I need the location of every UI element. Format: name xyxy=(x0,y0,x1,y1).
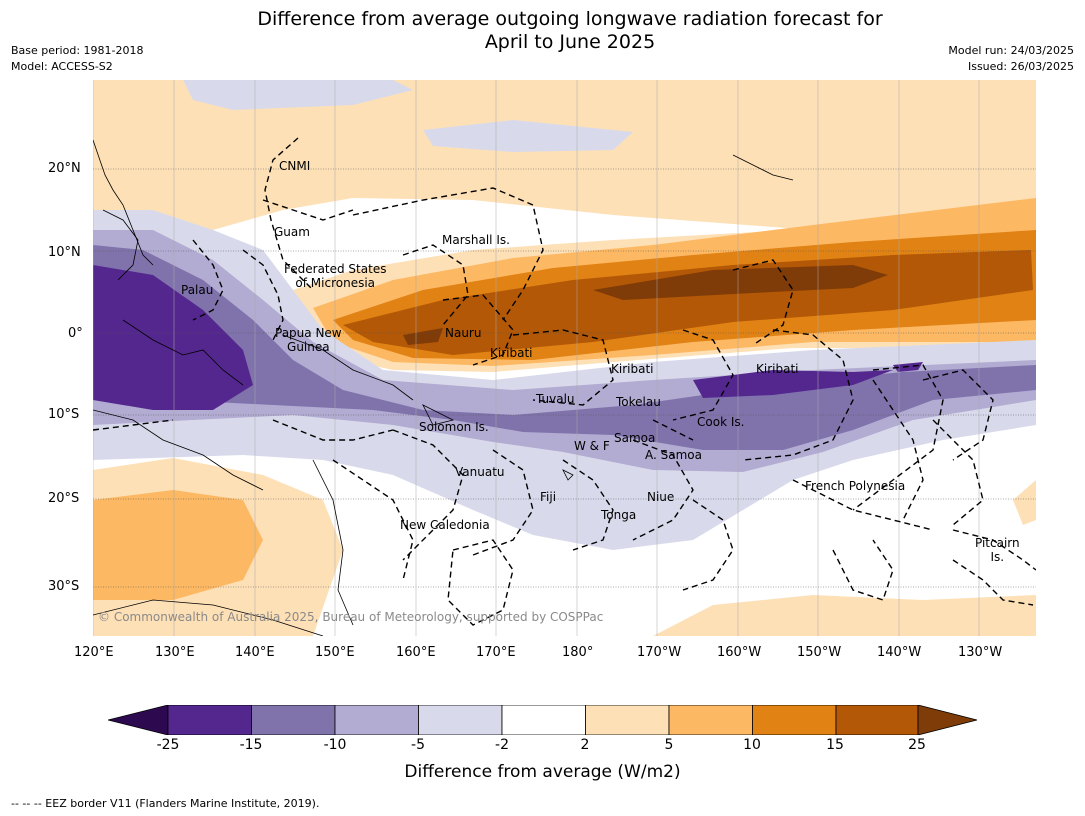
band-neg10-15 xyxy=(93,245,1036,450)
colorbar-tick-9: 15 xyxy=(826,737,844,753)
x-tick-150e: 150°E xyxy=(315,645,355,660)
x-tick-180: 180° xyxy=(562,645,594,660)
band-neg15-25-east xyxy=(693,370,893,398)
y-tick-20s: 20°S xyxy=(48,491,80,506)
label-solomon: Solomon Is. xyxy=(419,420,489,434)
colorbar-tick-7: 5 xyxy=(664,737,674,753)
eez-borders xyxy=(93,137,1036,626)
model-name: Model: ACCESS-S2 xyxy=(11,60,113,73)
colorbar-tick-8: 10 xyxy=(743,737,761,753)
colorbar-tick-3: -10 xyxy=(323,737,347,753)
colorbar-extend-high xyxy=(917,705,978,735)
y-tick-30s: 30°S xyxy=(48,579,80,594)
colorbar-bin-1 xyxy=(167,705,252,735)
label-fsm-2: of Micronesia xyxy=(295,276,376,290)
band-neg15-25 xyxy=(93,265,253,410)
x-tick-130e: 130°E xyxy=(155,645,195,660)
colorbar-bin-7 xyxy=(668,705,753,735)
label-cnmi: CNMI xyxy=(279,159,311,173)
colorbar-bin-9 xyxy=(835,705,919,735)
band-neg2-5-north-blob-1 xyxy=(183,80,413,110)
x-tick-140w: 140°W xyxy=(877,645,922,660)
map-panel xyxy=(93,80,1036,636)
map-title: Difference from average outgoing longwav… xyxy=(0,8,1085,54)
colorbar-bin-6 xyxy=(585,705,670,735)
colorbar-bin-8 xyxy=(752,705,837,735)
x-tick-150w: 150°W xyxy=(797,645,842,660)
coastlines xyxy=(93,139,794,636)
model-run: Model run: 24/03/2025 xyxy=(948,44,1074,57)
label-png-1: Papua New xyxy=(275,326,342,340)
label-png-2: Guinea xyxy=(287,340,330,354)
band-neg2-5 xyxy=(93,210,1036,550)
colorbar-tick-6: 2 xyxy=(580,737,590,753)
label-palau: Palau xyxy=(181,283,214,297)
colorbar-tick-4: -5 xyxy=(411,737,425,753)
x-tick-170w: 170°W xyxy=(637,645,682,660)
label-marshall: Marshall Is. xyxy=(442,233,510,247)
label-png: Papua New Guinea xyxy=(275,326,342,354)
colorbar-tick-1: -25 xyxy=(156,737,180,753)
label-tuvalu: Tuvalu xyxy=(536,392,575,406)
colorbar-tick-2: -15 xyxy=(239,737,263,753)
x-tick-120e: 120°E xyxy=(74,645,114,660)
band-neg2-5-north-blob-2 xyxy=(423,120,633,152)
y-tick-0: 0° xyxy=(68,326,83,341)
x-tick-130w: 130°W xyxy=(958,645,1003,660)
colorbar-bin-2 xyxy=(251,705,336,735)
y-tick-20n: 20°N xyxy=(48,161,81,176)
label-nauru: Nauru xyxy=(445,326,482,340)
meta-right: Model run: 24/03/2025 Issued: 26/03/2025 xyxy=(948,43,1074,75)
colorbar-tick-10: 25 xyxy=(908,737,926,753)
colorbar-extend-low xyxy=(108,705,169,735)
gridlines xyxy=(93,168,1036,588)
label-american-samoa: A. Samoa xyxy=(645,448,702,462)
label-wallis-futuna: W & F xyxy=(574,439,610,453)
label-guam: Guam xyxy=(274,225,310,239)
issued-date: Issued: 26/03/2025 xyxy=(967,60,1074,73)
band-2-5-south xyxy=(653,595,1036,636)
anomaly-map xyxy=(93,80,1036,636)
band-2-5-east xyxy=(1013,480,1036,525)
label-pitcairn-2: Is. xyxy=(990,550,1005,564)
band-5-10-southwest xyxy=(93,490,263,600)
label-french-polynesia: French Polynesia xyxy=(805,479,906,493)
band-over-25 xyxy=(593,265,888,300)
colorbar-bin-4 xyxy=(418,705,503,735)
colorbar xyxy=(108,705,978,735)
label-samoa: Samoa xyxy=(614,431,656,445)
label-fiji: Fiji xyxy=(540,490,557,504)
band-2-5-north xyxy=(93,80,1036,250)
label-pitcairn-1: Pitcairn xyxy=(975,536,1020,550)
x-tick-140e: 140°E xyxy=(235,645,275,660)
label-kiribati-central: Kiribati xyxy=(611,362,654,376)
label-pitcairn: Pitcairn Is. xyxy=(975,536,1020,564)
label-new-caledonia: New Caledonia xyxy=(400,518,490,532)
x-tick-170e: 170°E xyxy=(476,645,516,660)
band-over-25-west xyxy=(403,328,443,345)
label-cook: Cook Is. xyxy=(697,415,745,429)
label-tonga: Tonga xyxy=(601,508,637,522)
eez-legend-note: -- -- -- EEZ border V11 (Flanders Marine… xyxy=(11,797,320,810)
meta-left: Base period: 1981-2018 Model: ACCESS-S2 xyxy=(11,43,143,75)
y-tick-10n: 10°N xyxy=(48,245,81,260)
copyright-notice: © Commonwealth of Australia 2025, Bureau… xyxy=(98,610,604,624)
label-fsm-1: Federated States xyxy=(284,262,387,276)
label-kiribati-east: Kiribati xyxy=(756,362,799,376)
base-period: Base period: 1981-2018 xyxy=(11,44,144,57)
label-niue: Niue xyxy=(647,490,675,504)
colorbar-bin-5 xyxy=(501,705,586,735)
title-line-1: Difference from average outgoing longwav… xyxy=(257,8,883,30)
y-tick-10s: 10°S xyxy=(48,407,80,422)
label-vanuatu: Vanuatu xyxy=(455,465,505,479)
colorbar-tick-5: -2 xyxy=(495,737,509,753)
label-tokelau: Tokelau xyxy=(616,395,661,409)
colorbar-bin-3 xyxy=(334,705,419,735)
label-kiribati-west: Kiribati xyxy=(490,346,533,360)
label-fsm: Federated States of Micronesia xyxy=(284,262,386,290)
x-tick-160e: 160°E xyxy=(396,645,436,660)
x-tick-160w: 160°W xyxy=(717,645,762,660)
colorbar-label: Difference from average (W/m2) xyxy=(404,762,681,782)
title-line-2: April to June 2025 xyxy=(484,31,656,53)
